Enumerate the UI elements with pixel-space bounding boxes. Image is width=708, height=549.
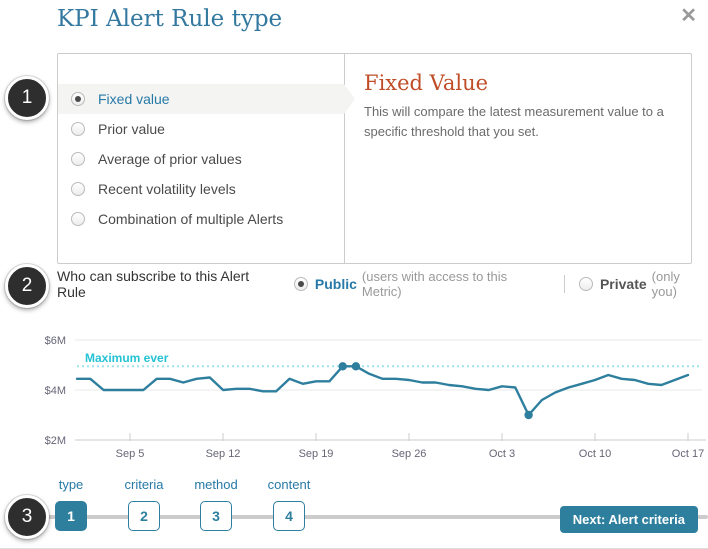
step-3-method[interactable]: 3 [200, 501, 232, 531]
step-2-criteria[interactable]: 2 [128, 501, 160, 531]
option-combination-of-multiple-alerts[interactable]: Combination of multiple Alerts [58, 204, 344, 234]
x-tick-sep26: Sep 26 [392, 448, 427, 460]
close-icon[interactable]: ✕ [680, 5, 697, 27]
chart-series-layer [75, 362, 700, 420]
subscribe-row: Who can subscribe to this Alert Rule Pub… [57, 268, 708, 300]
subscribe-question: Who can subscribe to this Alert Rule [57, 268, 250, 300]
x-tick-oct17: Oct 17 [672, 448, 704, 460]
y-tick-6m: $6M [45, 335, 66, 347]
x-tick-oct10: Oct 10 [579, 448, 611, 460]
option-recent-volatility-levels[interactable]: Recent volatility levels [58, 174, 344, 204]
rule-type-detail: Fixed Value This will compare the latest… [346, 54, 691, 263]
stepper-track [20, 515, 708, 519]
radio-private[interactable] [578, 277, 593, 291]
y-tick-2m: $2M [45, 435, 66, 447]
step-label-type[interactable]: type [58, 477, 84, 492]
step-label-criteria[interactable]: criteria [124, 477, 164, 492]
detail-description: This will compare the latest measurement… [364, 104, 664, 140]
option-prior-value[interactable]: Prior value [58, 114, 344, 144]
radio-fixed-value[interactable] [71, 92, 85, 106]
private-label[interactable]: Private [599, 276, 647, 292]
annotation-badge-1: 1 [5, 76, 49, 120]
public-note: (users with access to this Metric) [361, 269, 508, 299]
kpi-line-chart: $6M $4M $2M Sep 5 Sep 12 Sep 19 Sep 26 O… [45, 335, 706, 460]
detail-heading: Fixed Value [364, 71, 489, 95]
step-label-content[interactable]: content [267, 477, 311, 492]
y-tick-4m: $4M [45, 385, 66, 397]
x-tick-sep5: Sep 5 [116, 448, 145, 460]
step-1-type[interactable]: 1 [55, 501, 87, 531]
rule-type-option-list: Fixed value Prior value Average of prior… [58, 54, 355, 263]
radio-recent-volatility-levels[interactable] [71, 182, 85, 196]
option-label: Prior value [98, 121, 165, 137]
annotation-badge-2: 2 [5, 264, 49, 308]
next-alert-criteria-button[interactable]: Next: Alert criteria [559, 506, 698, 533]
rule-type-panel: Fixed value Prior value Average of prior… [57, 53, 692, 264]
option-fixed-value[interactable]: Fixed value [58, 84, 355, 114]
public-label[interactable]: Public [314, 276, 357, 292]
option-label: Combination of multiple Alerts [98, 211, 284, 227]
option-label: Recent volatility levels [98, 181, 236, 197]
divider [563, 275, 565, 293]
step-4-content[interactable]: 4 [273, 501, 305, 531]
radio-prior-value[interactable] [71, 122, 85, 136]
annotation-badge-3: 3 [5, 495, 49, 539]
radio-average-of-prior-values[interactable] [71, 152, 85, 166]
radio-combination-of-multiple-alerts[interactable] [71, 212, 85, 226]
max-ever-label: Maximum ever [85, 351, 169, 365]
x-tick-sep19: Sep 19 [299, 448, 334, 460]
dialog-title: KPI Alert Rule type [57, 6, 283, 32]
option-label: Fixed value [98, 91, 170, 107]
radio-public[interactable] [293, 277, 308, 291]
option-label: Average of prior values [98, 151, 242, 167]
step-label-method[interactable]: method [194, 477, 238, 492]
x-tick-oct3: Oct 3 [489, 448, 515, 460]
x-tick-sep12: Sep 12 [206, 448, 241, 460]
option-average-of-prior-values[interactable]: Average of prior values [58, 144, 344, 174]
private-note: (only you) [651, 269, 680, 299]
